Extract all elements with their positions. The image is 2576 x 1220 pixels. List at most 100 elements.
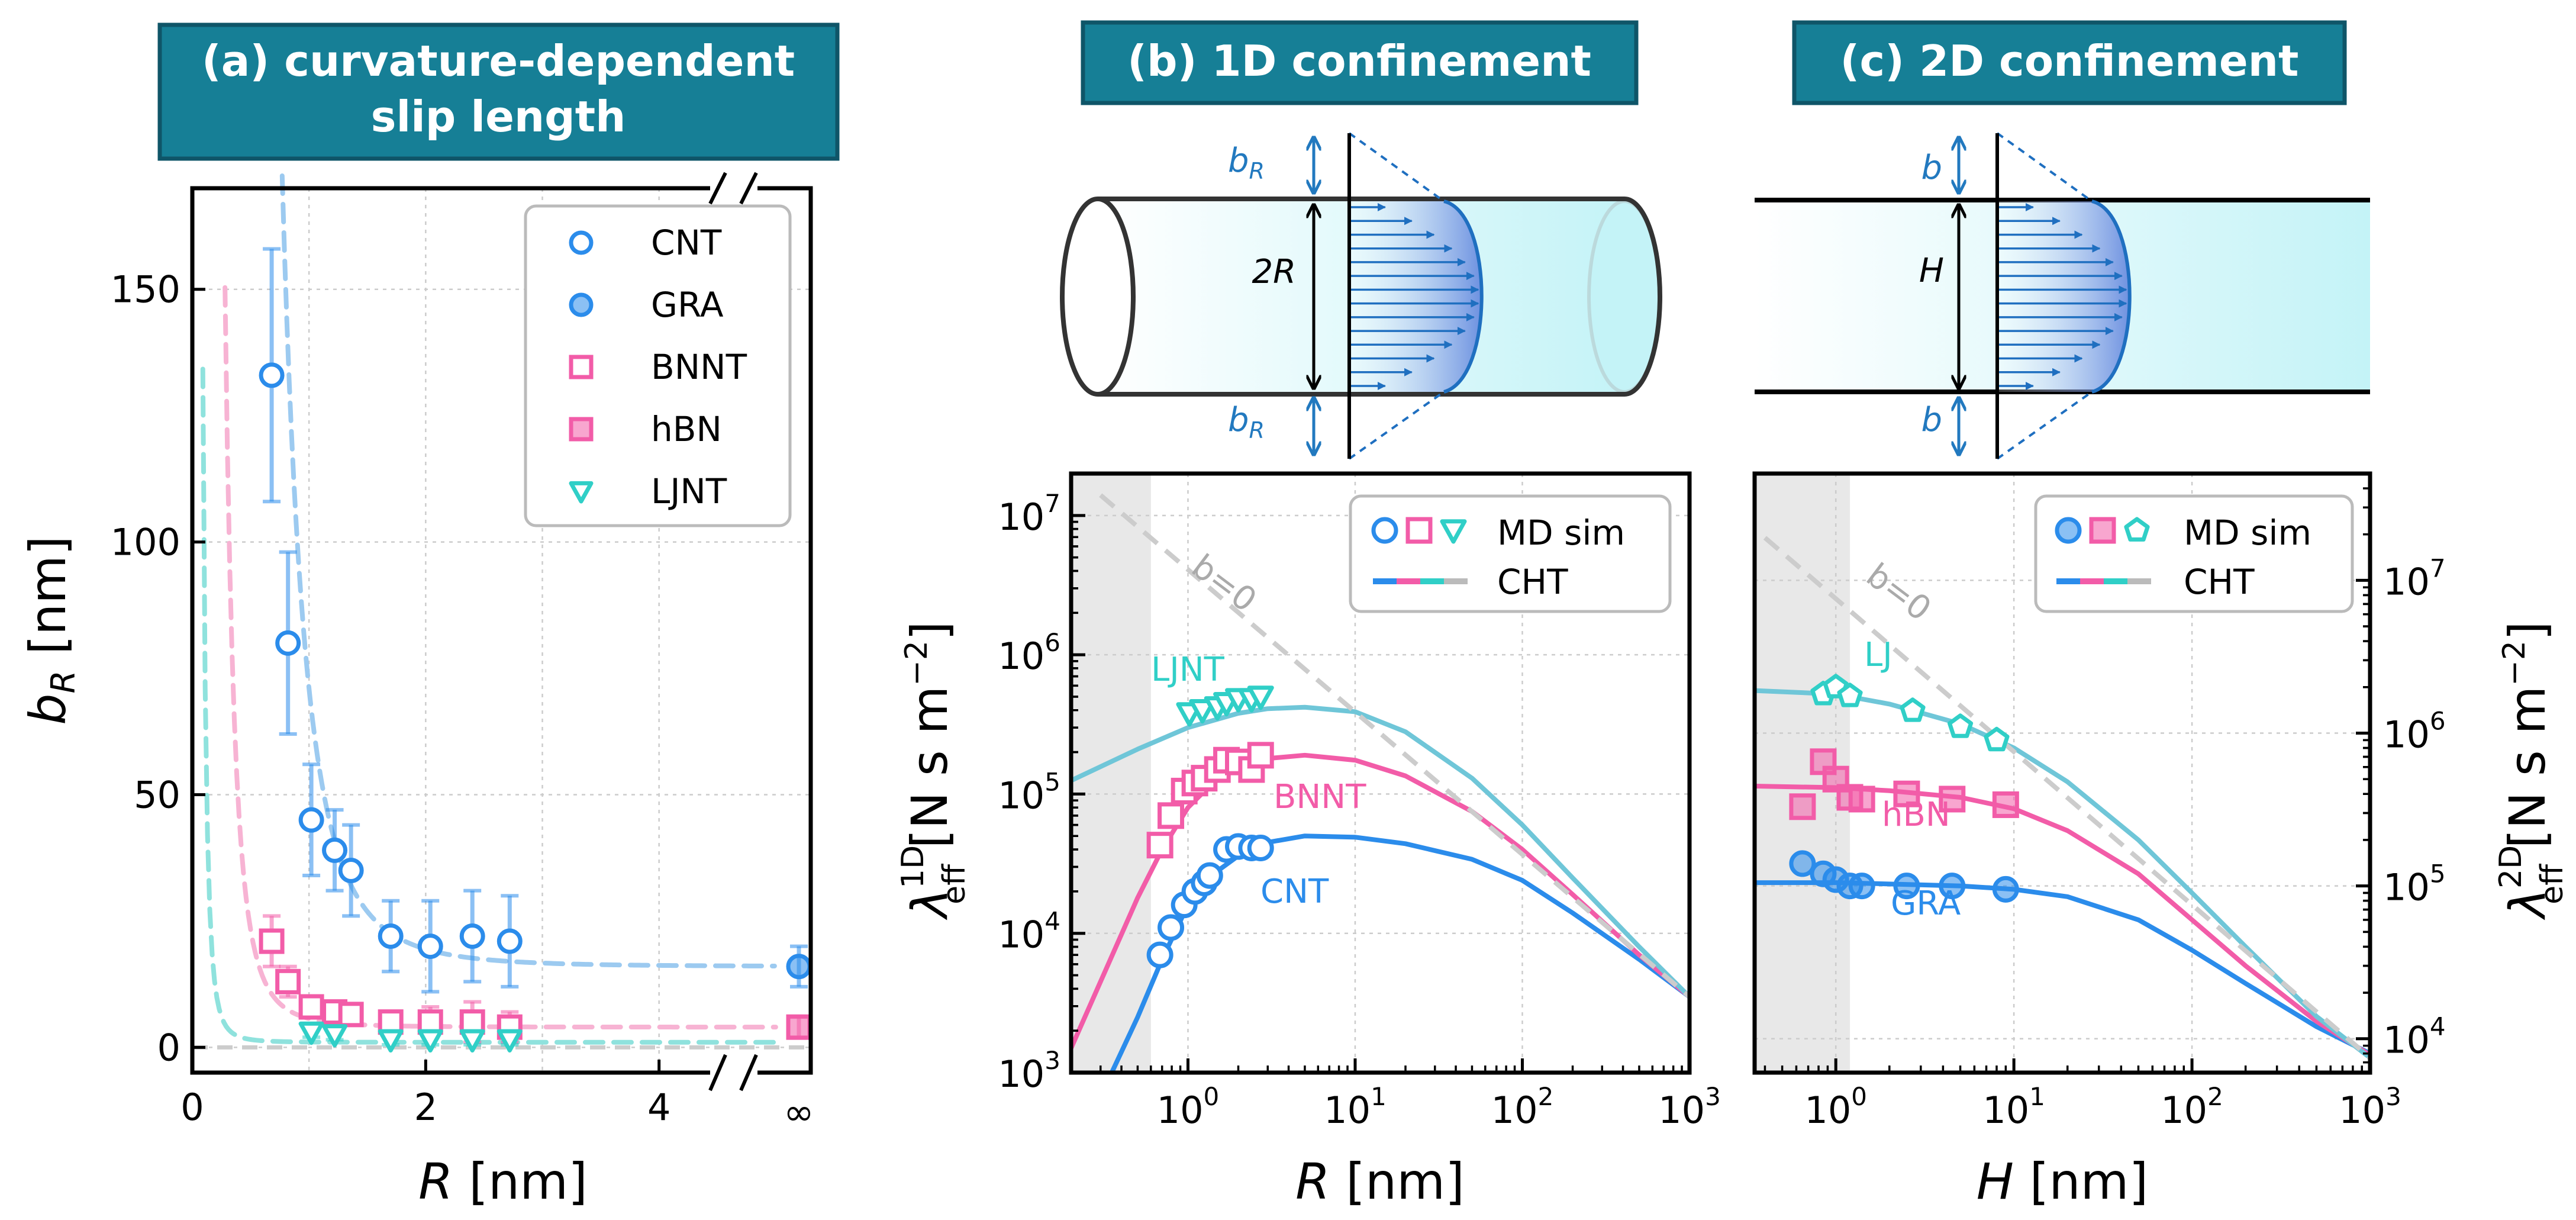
- fit-curve-cnt: [279, 173, 777, 968]
- panel-a-xlabel: R [nm]: [418, 1153, 588, 1211]
- panel-c-legend-md: MD sim: [2184, 513, 2311, 553]
- tick-base: 10: [1157, 1089, 1204, 1132]
- tick-base: 10: [998, 774, 1044, 817]
- y-tick-label: 150: [111, 268, 180, 311]
- data-point-ljnt: [417, 1029, 443, 1053]
- panel-a-data-points: [259, 247, 812, 1053]
- legend-marker: [2055, 517, 2082, 544]
- legend-label: hBN: [651, 409, 722, 449]
- y-tick-label: 0: [157, 1026, 180, 1069]
- tick-base: 10: [998, 495, 1044, 539]
- data-point-cnt-md-sim: [1247, 835, 1274, 862]
- tick-base: 10: [1658, 1089, 1705, 1132]
- panel-c-data-points: [1789, 674, 2019, 903]
- tube-slip-bottom-label: bR: [1228, 401, 1265, 443]
- data-point-hbn-md-sim: [1992, 791, 2019, 818]
- tick-exp: 5: [1044, 767, 1060, 796]
- panel-b-bnnt-label: BNNT: [1274, 778, 1366, 816]
- data-point-bnnt: [275, 968, 301, 994]
- line-cnt-cht: [1110, 833, 1691, 1074]
- slit-flow-arrows: [1997, 203, 2127, 390]
- x-tick-label: 102: [2161, 1082, 2223, 1132]
- data-point-cnt-md-sim: [1158, 914, 1185, 941]
- legend-marker: [1440, 519, 1467, 544]
- legend-marker: [569, 355, 594, 379]
- x-tick-label: 100: [1804, 1082, 1867, 1132]
- tick-exp: 0: [1204, 1082, 1220, 1111]
- panel-b-legend-cht: CHT: [1497, 562, 1568, 602]
- y-tick-label: 106: [998, 628, 1060, 678]
- panel-a-title-line1: (a) curvature-dependent: [202, 36, 795, 86]
- data-point-lj-md-sim: [1900, 697, 1926, 722]
- slit-slip-bottom-label: b: [1921, 401, 1942, 439]
- y-tick-label: 107: [998, 489, 1060, 539]
- panel-b-data-points: [1146, 685, 1274, 968]
- panel-c-legend: MD sim CHT: [2034, 494, 2354, 613]
- data-point-gra-md-sim: [1992, 875, 2019, 903]
- data-point-bnnt: [298, 994, 324, 1020]
- x-tick-label: 2: [414, 1086, 437, 1129]
- panel-c-xlabel: H [nm]: [1977, 1153, 2148, 1211]
- tick-base: 10: [2161, 1089, 2207, 1132]
- line-bnnt-cht: [1069, 752, 1691, 1050]
- tick-base: 10: [998, 635, 1044, 678]
- y-tick-label: 104: [998, 907, 1060, 957]
- data-point-lj-md-sim: [1837, 683, 1863, 707]
- x-tick-label: 101: [1982, 1082, 2045, 1132]
- slit-schematic: H b b: [1755, 132, 2370, 460]
- tick-exp: 6: [2430, 707, 2446, 736]
- data-point-cnt: [338, 858, 364, 884]
- data-point-lj-md-sim: [1947, 713, 1974, 738]
- panel-b-curves: [1069, 493, 1691, 1074]
- panel-b-title: (b) 1D confinement: [1081, 20, 1639, 105]
- data-point-ljnt: [298, 1021, 324, 1045]
- y-tick-label: 100: [111, 521, 180, 564]
- panel-b-ylabel: λ1D eff [N s m−2]: [895, 621, 972, 920]
- tick-exp: 1: [2029, 1082, 2045, 1111]
- data-point-ljnt: [459, 1029, 485, 1053]
- legend-marker: [1405, 517, 1433, 544]
- x-tick-label: 101: [1324, 1082, 1387, 1132]
- panel-b-ljnt-label: LJNT: [1151, 651, 1225, 689]
- data-point-gra-md-sim: [1848, 873, 1875, 900]
- panel-c-legend-cht: CHT: [2184, 562, 2255, 602]
- y-tick-label: 104: [2383, 1012, 2446, 1062]
- panel-a-legend: CNT GRA BNNT hBN LJNT: [524, 204, 792, 527]
- data-point-ljnt: [378, 1029, 404, 1053]
- data-point-ljnt-md-sim: [1189, 699, 1216, 724]
- data-point-hbn-md-sim: [1893, 780, 1920, 807]
- line-b0: [1099, 493, 1691, 999]
- data-point-hbn-md-sim: [1939, 786, 1966, 813]
- y-tick-label: 105: [998, 767, 1060, 817]
- tube-schematic: 2R bR bR: [1060, 132, 1662, 460]
- panel-c-hbn-label: hBN: [1882, 796, 1950, 834]
- data-point-bnnt-md-sim: [1146, 832, 1173, 859]
- panel-c-gra-label: GRA: [1891, 884, 1961, 923]
- data-point-cnt: [275, 630, 301, 656]
- panel-a-axis-break: [708, 172, 758, 1092]
- tick-exp: 3: [2385, 1082, 2401, 1111]
- legend-label: GRA: [651, 285, 724, 325]
- legend-marker: [2089, 517, 2116, 544]
- panel-b-cnt-label: CNT: [1260, 873, 1329, 911]
- tick-exp: 3: [1705, 1082, 1721, 1111]
- data-point-cnt: [417, 933, 443, 960]
- tick-base: 10: [2383, 1019, 2430, 1062]
- panel-b-legend-md: MD sim: [1497, 513, 1625, 553]
- tick-exp: 7: [1044, 489, 1060, 518]
- data-point-gra-md-sim: [1939, 873, 1966, 900]
- data-point-gra: [786, 954, 812, 980]
- data-point-bnnt: [338, 1002, 364, 1028]
- data-point-gra-md-sim: [1893, 873, 1920, 900]
- panel-c-frame: [1752, 471, 2372, 1075]
- panel-a: 0 2 4 ∞ 0 50 100 150 R [nm] bR [nm] CNT GRA BNNT h…: [19, 172, 814, 1211]
- tick-exp: 2: [1538, 1082, 1554, 1111]
- tick-base: 10: [1982, 1089, 2029, 1132]
- legend-marker: [569, 417, 594, 442]
- tick-exp: 7: [2430, 553, 2446, 582]
- panel-c-title-text: (c) 2D confinement: [1840, 36, 2299, 86]
- tube-radius-label: 2R: [1252, 253, 1296, 291]
